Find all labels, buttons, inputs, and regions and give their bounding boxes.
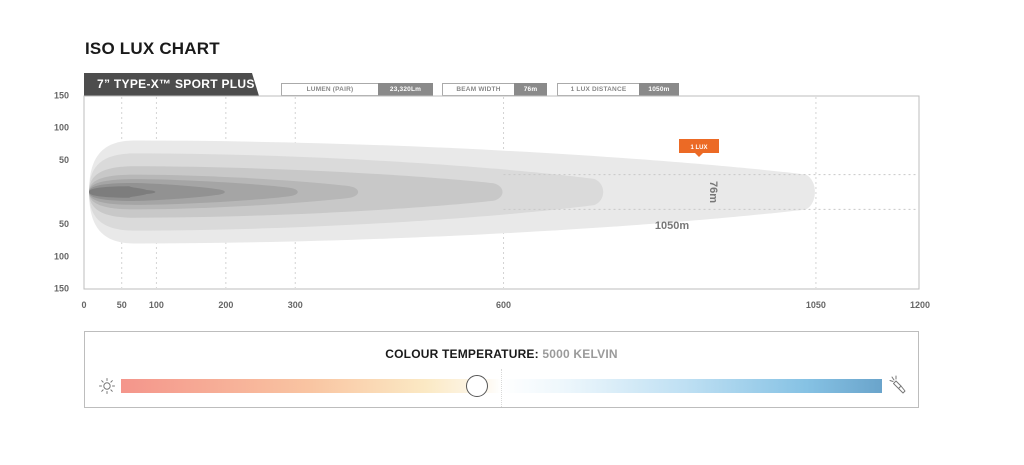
spec-lux-distance-value: 1050m <box>639 83 679 96</box>
iso-lux-chart: 0 50 100 200 300 600 1050 1200 1501005050100150… <box>54 91 930 310</box>
x-tick-label: 0 <box>81 300 86 310</box>
lux-label: 1 LUX <box>690 145 707 151</box>
guide-layer <box>503 174 918 210</box>
lux-contour-100 <box>89 186 156 198</box>
y-tick-label: 50 <box>59 155 69 165</box>
y-tick-label: 150 <box>54 91 69 101</box>
sun-icon <box>99 378 115 394</box>
contour-layer <box>89 140 815 244</box>
x-tick-label: 200 <box>218 300 233 310</box>
colour-temperature-panel: COLOUR TEMPERATURE: 5000 KELVIN <box>84 331 919 408</box>
x-tick-label: 50 <box>117 300 127 310</box>
x-tick-label: 1200 <box>910 300 930 310</box>
x-tick-label: 1050 <box>806 300 826 310</box>
colour-temperature-divider <box>501 369 502 407</box>
distance-label: 1050m <box>655 220 689 232</box>
spec-beam-width-value: 76m <box>514 83 547 96</box>
lux-label-box <box>679 139 719 157</box>
spec-beam-width: BEAM WIDTH 76m <box>442 83 547 96</box>
model-tab: 7” TYPE-X™ SPORT PLUS <box>84 73 259 96</box>
torch-icon <box>889 375 906 394</box>
chart-title: ISO LUX CHART <box>85 39 220 58</box>
spec-lux-distance: 1 LUX DISTANCE 1050m <box>557 83 679 96</box>
x-axis-ticks: 0 50 100 200 300 600 1050 1200 <box>81 300 930 310</box>
colour-temperature-slider-handle[interactable] <box>466 375 489 397</box>
y-tick-label: 50 <box>59 219 69 229</box>
annotation-layer: 1 LUX 1050m 76m <box>655 139 719 232</box>
width-label: 76m <box>707 181 719 203</box>
x-tick-label: 100 <box>149 300 164 310</box>
y-axis-ticks: 150 100 50 50 100 150 <box>54 91 69 294</box>
colour-temperature-label: COLOUR TEMPERATURE: <box>385 347 539 361</box>
spec-lumen-value: 23,320Lm <box>378 83 433 96</box>
y-tick-label: 100 <box>54 123 69 133</box>
y-tick-label: 100 <box>54 251 69 261</box>
y-tick-label: 150 <box>54 283 69 293</box>
x-tick-label: 300 <box>288 300 303 310</box>
colour-temperature-value: 5000 KELVIN <box>542 347 618 361</box>
x-tick-label: 600 <box>496 300 511 310</box>
colour-temperature-title: COLOUR TEMPERATURE: 5000 KELVIN <box>85 347 918 361</box>
spec-lumen: LUMEN (PAIR) 23,320Lm <box>281 83 433 96</box>
